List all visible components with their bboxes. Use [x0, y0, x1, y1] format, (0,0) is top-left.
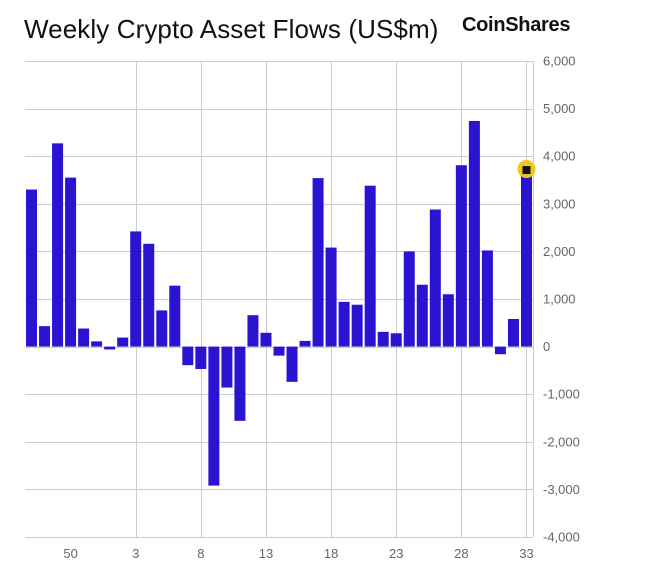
x-tick-label: 8 — [197, 546, 204, 561]
bar — [325, 247, 337, 347]
x-tick-label: 13 — [259, 546, 273, 561]
bar — [273, 346, 285, 356]
bar — [351, 304, 363, 347]
bar — [104, 346, 116, 350]
bar — [156, 310, 168, 347]
x-tick-label: 3 — [132, 546, 139, 561]
bar — [52, 143, 64, 347]
bar — [182, 346, 194, 366]
y-tick-label: 0 — [543, 339, 550, 354]
bar — [65, 177, 77, 347]
grid-lines — [25, 61, 534, 538]
chart-title: Weekly Crypto Asset Flows (US$m) — [24, 14, 439, 44]
bar — [442, 294, 454, 347]
bar — [117, 337, 129, 347]
bar — [429, 209, 441, 347]
latest-week-marker — [517, 160, 536, 179]
bar — [299, 340, 311, 347]
bar — [312, 178, 324, 347]
bar — [234, 346, 246, 421]
x-tick-label: 18 — [324, 546, 338, 561]
bar — [26, 189, 38, 347]
x-tick-label: 28 — [454, 546, 468, 561]
bar — [403, 251, 415, 347]
y-tick-label: 2,000 — [543, 244, 576, 259]
x-tick-label: 50 — [63, 546, 77, 561]
x-tick-label: 23 — [389, 546, 403, 561]
bar — [416, 284, 428, 347]
coinshares-logo: CoinShares — [462, 14, 571, 36]
bar — [195, 346, 207, 369]
y-tick-label: -1,000 — [543, 387, 580, 402]
bar — [143, 243, 155, 347]
y-tick-label: 3,000 — [543, 196, 576, 211]
bar — [377, 331, 389, 347]
bar — [286, 346, 298, 382]
x-tick-label: 33 — [519, 546, 533, 561]
bar — [390, 333, 402, 347]
y-tick-label: 4,000 — [543, 149, 576, 164]
highlight-dot-core — [522, 166, 531, 175]
bars — [26, 120, 532, 486]
bar — [169, 285, 181, 347]
bar — [91, 341, 103, 347]
bar — [494, 346, 506, 355]
bar — [507, 318, 519, 347]
y-tick-label: -3,000 — [543, 482, 580, 497]
bar — [78, 328, 90, 347]
bar — [247, 315, 259, 347]
bar — [39, 326, 51, 347]
bar — [221, 346, 233, 388]
bar — [468, 120, 480, 347]
bar — [520, 169, 532, 347]
bar — [260, 332, 272, 347]
y-tick-label: 1,000 — [543, 292, 576, 307]
y-tick-label: -2,000 — [543, 434, 580, 449]
bar — [338, 301, 350, 347]
y-tick-label: -4,000 — [543, 530, 580, 545]
y-tick-label: 6,000 — [543, 54, 576, 69]
bar — [455, 165, 467, 347]
y-axis-labels: -4,000 -3,000 -2,000 -1,000 0 1,000 2,000 3,000… — [543, 54, 580, 545]
bar — [481, 250, 493, 347]
y-tick-label: 5,000 — [543, 101, 576, 116]
x-axis-labels: 50 3 8 13 18 23 28 33 — [63, 546, 533, 561]
bar — [130, 231, 142, 347]
bar — [208, 346, 220, 486]
bar — [364, 185, 376, 347]
